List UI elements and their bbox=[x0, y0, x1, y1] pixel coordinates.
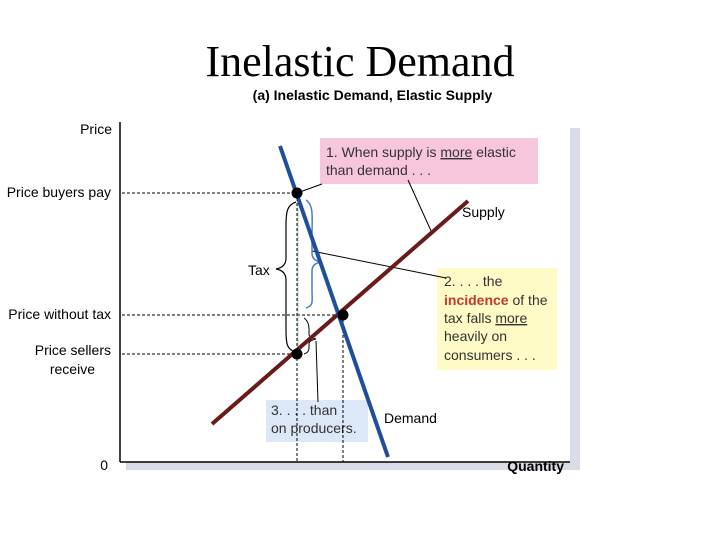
price-buyers-pay-label: Price buyers pay bbox=[7, 184, 111, 200]
callout-two-line4: heavily on bbox=[444, 328, 507, 344]
callout-three-line2: on producers. bbox=[271, 420, 357, 436]
callout-two-line1: 2. . . . the bbox=[444, 273, 503, 289]
x-axis-label: Quantity bbox=[507, 458, 564, 474]
callout-two-background bbox=[437, 268, 557, 370]
buyers-price-point bbox=[291, 187, 303, 199]
callout-three-leader bbox=[315, 340, 319, 403]
callout-two-line2: incidence of the bbox=[444, 292, 548, 308]
supply-label: Supply bbox=[462, 204, 505, 220]
demand-label: Demand bbox=[384, 410, 437, 426]
page-title: Inelastic Demand bbox=[205, 37, 515, 86]
tax-label: Tax bbox=[248, 262, 270, 278]
callout-three-line1: 3. . . . than bbox=[271, 402, 337, 418]
callout-two-leader bbox=[311, 250, 447, 279]
sellers-price-point bbox=[291, 348, 303, 360]
callout-one-line2: than demand . . . bbox=[326, 162, 431, 178]
figure-subtitle: (a) Inelastic Demand, Elastic Supply bbox=[252, 87, 493, 103]
tax-brace-sellers bbox=[303, 317, 317, 355]
equilibrium-point bbox=[337, 309, 349, 321]
callout-one-background bbox=[320, 138, 538, 184]
y-axis-label: Price bbox=[80, 121, 112, 137]
callout-two-line5: consumers . . . bbox=[444, 347, 536, 363]
price-sellers-receive-label-line2: receive bbox=[50, 361, 95, 377]
tax-bracket bbox=[275, 201, 297, 353]
origin-label: 0 bbox=[100, 457, 108, 473]
price-without-tax-label: Price without tax bbox=[8, 306, 111, 322]
callout-one-line1: 1. When supply is more elastic bbox=[326, 144, 516, 160]
callout-two-line3: tax falls more bbox=[444, 310, 527, 326]
supply-label-leader bbox=[407, 179, 433, 234]
callout-three-background bbox=[266, 400, 368, 442]
price-sellers-receive-label-line1: Price sellers bbox=[35, 342, 111, 358]
